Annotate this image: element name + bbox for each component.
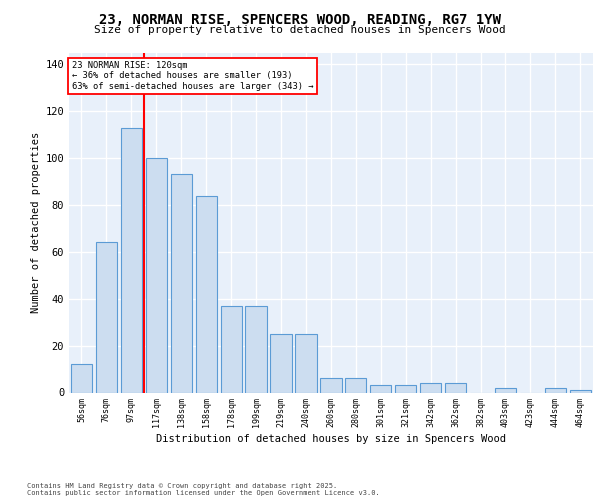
Bar	[271, 334, 292, 392]
Bar	[71, 364, 92, 392]
Bar	[395, 386, 416, 392]
Bar	[495, 388, 516, 392]
Bar	[570, 390, 591, 392]
Bar	[196, 196, 217, 392]
Bar	[345, 378, 367, 392]
Bar	[295, 334, 317, 392]
X-axis label: Distribution of detached houses by size in Spencers Wood: Distribution of detached houses by size …	[156, 434, 506, 444]
Text: 23, NORMAN RISE, SPENCERS WOOD, READING, RG7 1YW: 23, NORMAN RISE, SPENCERS WOOD, READING,…	[99, 12, 501, 26]
Text: Contains HM Land Registry data © Crown copyright and database right 2025.: Contains HM Land Registry data © Crown c…	[27, 483, 337, 489]
Text: Size of property relative to detached houses in Spencers Wood: Size of property relative to detached ho…	[94, 25, 506, 35]
Bar	[420, 383, 441, 392]
Bar	[545, 388, 566, 392]
Y-axis label: Number of detached properties: Number of detached properties	[31, 132, 41, 313]
Bar	[221, 306, 242, 392]
Bar	[96, 242, 117, 392]
Text: Contains public sector information licensed under the Open Government Licence v3: Contains public sector information licen…	[27, 490, 380, 496]
Bar	[146, 158, 167, 392]
Text: 23 NORMAN RISE: 120sqm
← 36% of detached houses are smaller (193)
63% of semi-de: 23 NORMAN RISE: 120sqm ← 36% of detached…	[71, 61, 313, 91]
Bar	[320, 378, 341, 392]
Bar	[445, 383, 466, 392]
Bar	[121, 128, 142, 392]
Bar	[170, 174, 192, 392]
Bar	[245, 306, 266, 392]
Bar	[370, 386, 391, 392]
